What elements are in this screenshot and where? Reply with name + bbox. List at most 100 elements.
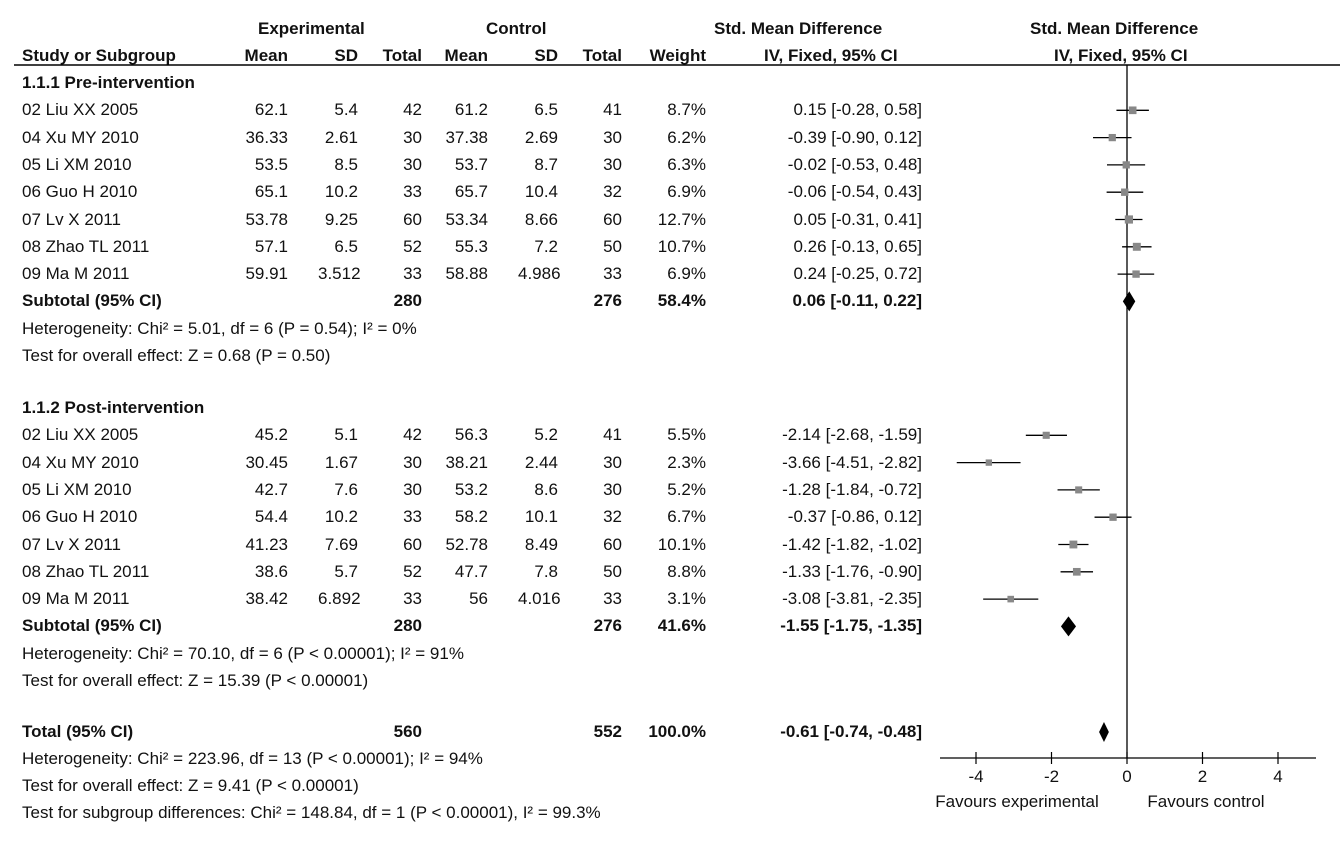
subgroup-title: 1.1.1 Pre-intervention <box>22 73 195 92</box>
study-name: 07 Lv X 2011 <box>22 534 121 554</box>
study-mean-e: 62.1 <box>254 100 288 120</box>
study-name: 05 Li XM 2010 <box>22 479 132 499</box>
x-axis-tick-label: -2 <box>1044 767 1059 786</box>
col-weight: Weight <box>649 46 706 65</box>
study-weight: 8.8% <box>667 561 706 581</box>
study-name: 06 Guo H 2010 <box>22 507 138 527</box>
study-sd-e: 5.1 <box>334 425 358 445</box>
subgroup-title: 1.1.2 Post-intervention <box>22 398 205 417</box>
study-weight: 12.7% <box>657 209 706 229</box>
study-total-e: 33 <box>403 182 422 202</box>
study-total-c: 30 <box>603 479 622 499</box>
total-heterogeneity: Heterogeneity: Chi² = 223.96, df = 13 (P… <box>22 749 483 768</box>
study-name: 04 Xu MY 2010 <box>22 127 139 147</box>
study-ci: 0.15 [-0.28, 0.58] <box>793 100 922 120</box>
study-mean-c: 58.88 <box>445 264 488 284</box>
study-square <box>1007 595 1015 603</box>
study-name: 06 Guo H 2010 <box>22 182 138 202</box>
col-ci-right: IV, Fixed, 95% CI <box>1054 46 1188 65</box>
x-axis-tick-label: -4 <box>968 767 983 786</box>
study-square <box>1124 215 1133 224</box>
overall-effect-text: Test for overall effect: Z = 15.39 (P < … <box>22 671 369 690</box>
study-sd-e: 6.5 <box>334 236 358 256</box>
study-ci: -1.28 [-1.84, -0.72] <box>782 479 922 499</box>
study-mean-e: 30.45 <box>245 452 288 472</box>
total-overall-effect: Test for overall effect: Z = 9.41 (P < 0… <box>22 776 359 795</box>
study-total-c: 30 <box>603 452 622 472</box>
study-total-e: 30 <box>403 452 422 472</box>
total-weight: 100.0% <box>648 722 706 741</box>
study-total-e: 52 <box>403 236 422 256</box>
study-ci: -1.33 [-1.76, -0.90] <box>782 561 922 581</box>
study-weight: 6.2% <box>667 127 706 147</box>
study-ci: 0.26 [-0.13, 0.65] <box>793 236 922 256</box>
study-total-e: 30 <box>403 479 422 499</box>
col-mean-c: Mean <box>444 46 488 65</box>
study-mean-c: 53.7 <box>454 154 488 174</box>
total-total-e: 560 <box>393 722 422 741</box>
study-sd-e: 5.4 <box>334 100 358 120</box>
study-square <box>1132 242 1141 251</box>
study-total-e: 42 <box>403 100 422 120</box>
study-mean-c: 53.2 <box>454 479 488 499</box>
subtotal-total-c: 276 <box>593 616 622 636</box>
study-mean-c: 37.38 <box>445 127 488 147</box>
study-sd-e: 6.892 <box>318 589 361 609</box>
subtotal-label: Subtotal (95% CI) <box>22 291 162 311</box>
study-total-c: 50 <box>603 561 622 581</box>
col-total-e: Total <box>382 46 422 65</box>
study-ci: 0.24 [-0.25, 0.72] <box>793 264 922 284</box>
study-sd-c: 6.5 <box>534 100 558 120</box>
header-smd-right: Std. Mean Difference <box>1030 19 1199 38</box>
study-total-c: 60 <box>603 534 622 554</box>
study-total-e: 30 <box>403 127 422 147</box>
study-mean-e: 45.2 <box>254 425 288 445</box>
col-sd-e: SD <box>334 46 358 65</box>
study-sd-c: 10.4 <box>524 182 558 202</box>
study-sd-e: 2.61 <box>324 127 358 147</box>
study-sd-c: 8.66 <box>524 209 558 229</box>
study-sd-c: 2.69 <box>524 127 558 147</box>
study-name: 04 Xu MY 2010 <box>22 452 139 472</box>
study-total-c: 30 <box>603 154 622 174</box>
study-name: 05 Li XM 2010 <box>22 154 132 174</box>
study-sd-e: 10.2 <box>324 507 358 527</box>
study-weight: 2.3% <box>667 452 706 472</box>
study-total-c: 32 <box>603 507 622 527</box>
study-sd-e: 8.5 <box>334 154 358 174</box>
study-sd-c: 7.2 <box>534 236 558 256</box>
study-ci: 0.05 [-0.31, 0.41] <box>793 209 922 229</box>
study-total-e: 30 <box>403 154 422 174</box>
study-sd-c: 8.7 <box>534 154 558 174</box>
study-mean-c: 47.7 <box>454 561 488 581</box>
study-sd-c: 7.8 <box>534 561 558 581</box>
study-total-c: 60 <box>603 209 622 229</box>
overall-effect-text: Test for overall effect: Z = 0.68 (P = 0… <box>22 346 331 365</box>
col-study: Study or Subgroup <box>22 46 176 65</box>
study-ci: -0.37 [-0.86, 0.12] <box>787 507 922 527</box>
study-sd-e: 7.6 <box>334 479 358 499</box>
subtotal-ci: 0.06 [-0.11, 0.22] <box>792 291 922 311</box>
study-mean-e: 38.42 <box>245 589 288 609</box>
study-mean-e: 57.1 <box>254 236 288 256</box>
study-ci: -2.14 [-2.68, -1.59] <box>782 425 922 445</box>
study-mean-e: 38.6 <box>254 561 288 581</box>
study-mean-e: 53.78 <box>245 209 288 229</box>
col-mean-e: Mean <box>244 46 288 65</box>
study-weight: 6.9% <box>667 264 706 284</box>
study-weight: 5.2% <box>667 479 706 499</box>
study-name: 09 Ma M 2011 <box>22 264 130 284</box>
subtotal-ci: -1.55 [-1.75, -1.35] <box>780 616 922 636</box>
study-sd-e: 7.69 <box>324 534 358 554</box>
study-square <box>1109 513 1117 521</box>
study-square <box>1075 486 1083 494</box>
total-total-c: 552 <box>593 722 622 741</box>
study-total-c: 50 <box>603 236 622 256</box>
subtotal-label: Subtotal (95% CI) <box>22 616 162 636</box>
study-sd-c: 4.986 <box>518 264 561 284</box>
study-total-e: 60 <box>403 209 422 229</box>
study-weight: 6.9% <box>667 182 706 202</box>
study-total-c: 41 <box>603 425 622 445</box>
study-name: 02 Liu XX 2005 <box>22 425 139 445</box>
study-ci: -0.39 [-0.90, 0.12] <box>787 127 922 147</box>
